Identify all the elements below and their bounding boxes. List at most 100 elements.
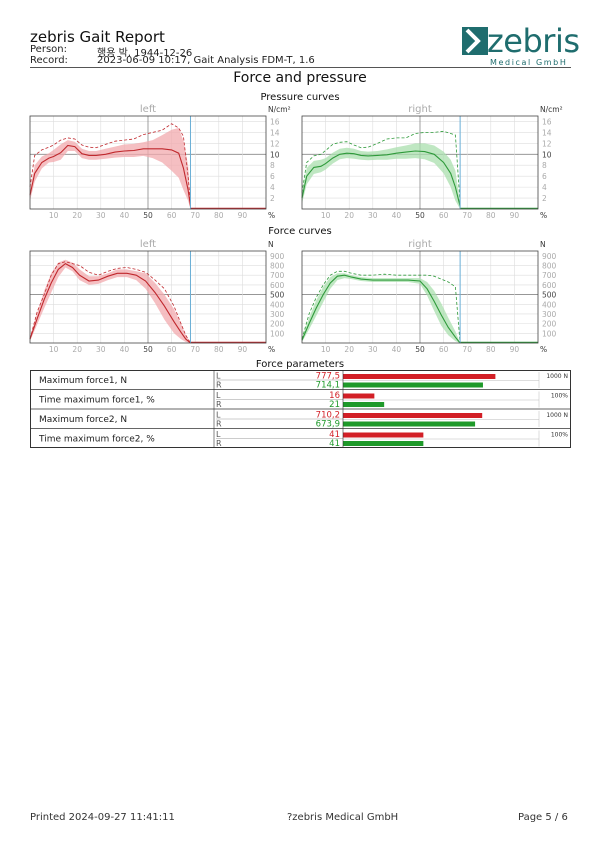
param-value-right: 673,9: [316, 420, 340, 430]
x-unit-label: %: [540, 211, 547, 220]
param-bar-right: [343, 441, 424, 446]
param-value-left: 710,2: [316, 411, 340, 421]
x-tick-label: 70: [462, 211, 472, 220]
panel-title-right: right: [408, 239, 432, 250]
param-value-right: 714,1: [316, 381, 340, 391]
x-unit-label: %: [540, 345, 547, 354]
x-tick-label: 60: [439, 211, 449, 220]
param-name: Time maximum force1, %: [38, 396, 155, 406]
x-tick-label: 90: [510, 345, 520, 354]
y-tick-label: 4: [542, 183, 547, 192]
scale-max-label: 100%: [551, 393, 568, 400]
person-value: 행용 박, 1944-12-26: [97, 48, 193, 59]
page-title: Force and pressure: [233, 70, 367, 86]
y-tick-label: 500: [542, 291, 557, 300]
y-tick-label: 700: [542, 271, 557, 280]
y-tick-label: 800: [270, 262, 285, 271]
y-tick-label: 16: [270, 117, 280, 126]
param-bar-left: [343, 432, 424, 438]
y-tick-label: 8: [270, 161, 275, 170]
y-tick-label: 600: [542, 281, 557, 290]
param-name: Maximum force1, N: [39, 376, 127, 386]
y-tick-label: 100: [542, 329, 557, 338]
x-tick-label: 80: [486, 345, 496, 354]
x-tick-label: 30: [368, 345, 378, 354]
y-tick-label: 900: [270, 252, 285, 261]
y-tick-label: 300: [542, 310, 557, 319]
side-label-right: R: [216, 400, 222, 409]
x-tick-label: 20: [344, 211, 354, 220]
scale-max-label: 100%: [551, 432, 568, 439]
y-tick-label: 200: [542, 320, 557, 329]
max-dashed-line: [29, 261, 191, 344]
y-tick-label: 14: [270, 128, 280, 137]
report-title: zebris Gait Report: [30, 28, 165, 46]
panel-title-right: right: [408, 104, 432, 115]
y-tick-label: 800: [542, 262, 557, 271]
printed-timestamp: Printed 2024-09-27 11:41:11: [30, 812, 175, 823]
y-tick-label: 6: [542, 172, 547, 181]
panel-frame: [29, 250, 267, 344]
y-tick-label: 700: [270, 271, 285, 280]
x-tick-label: 80: [214, 211, 224, 220]
side-label-left: L: [216, 372, 221, 381]
y-tick-label: 900: [542, 252, 557, 261]
param-bar-right: [343, 382, 483, 388]
param-name: Maximum force2, N: [39, 415, 127, 425]
param-value-left: 41: [329, 430, 340, 440]
y-unit-label: N: [268, 240, 274, 249]
y-tick-label: 10: [542, 150, 552, 159]
mean-line: [29, 144, 192, 207]
y-tick-label: 6: [270, 172, 275, 181]
std-band: [30, 128, 191, 209]
panel-title-left: left: [140, 239, 156, 250]
y-tick-label: 100: [270, 329, 285, 338]
x-tick-label: 10: [321, 211, 331, 220]
force-section-title: Force curves: [268, 226, 332, 237]
x-tick-label: 30: [96, 211, 106, 220]
std-band: [30, 259, 191, 343]
param-name: Time maximum force2, %: [38, 435, 155, 445]
param-value-left: 16: [329, 391, 340, 401]
logo-subtitle: Medical GmbH: [490, 58, 568, 67]
y-tick-label: 12: [542, 139, 552, 148]
scale-max-label: 1000 N: [546, 412, 568, 419]
side-label-left: L: [216, 391, 221, 400]
x-tick-label: 10: [49, 345, 59, 354]
mean-line: [301, 274, 461, 344]
x-tick-label: 50: [143, 345, 153, 354]
y-unit-label: N: [540, 240, 546, 249]
param-bar-right: [343, 421, 476, 427]
x-tick-label: 20: [344, 345, 354, 354]
x-tick-label: 70: [462, 345, 472, 354]
page-number: Page 5 / 6: [518, 812, 568, 823]
y-tick-label: 4: [270, 183, 275, 192]
zebris-logo-icon: [462, 27, 488, 55]
x-tick-label: 50: [143, 211, 153, 220]
x-tick-label: 10: [49, 211, 59, 220]
x-tick-label: 30: [96, 345, 106, 354]
record-label: Record:: [30, 55, 68, 66]
max-dashed-line: [29, 123, 191, 204]
x-tick-label: 20: [72, 211, 82, 220]
x-tick-label: 80: [214, 345, 224, 354]
side-label-right: R: [216, 439, 222, 448]
x-unit-label: %: [268, 345, 275, 354]
param-value-left: 777,5: [316, 372, 340, 382]
y-tick-label: 2: [542, 194, 547, 203]
panel-title-left: left: [140, 104, 156, 115]
y-tick-label: 400: [270, 300, 285, 309]
x-tick-label: 40: [392, 345, 402, 354]
y-tick-label: 8: [542, 161, 547, 170]
y-tick-label: 16: [542, 117, 552, 126]
record-value: 2023-06-09 10:17, Gait Analysis FDM-T, 1…: [97, 55, 315, 66]
x-tick-label: 60: [439, 345, 449, 354]
x-tick-label: 10: [321, 345, 331, 354]
y-tick-label: 10: [270, 150, 280, 159]
y-tick-label: 14: [542, 128, 552, 137]
pressure-section-title: Pressure curves: [260, 92, 340, 103]
y-tick-label: 300: [270, 310, 285, 319]
chart-panel-pressure-curves-right: right 2 4 6 8 10 12 14 16 10 20 30 40 50 60 70 80 90 N/cm²…: [301, 104, 563, 220]
